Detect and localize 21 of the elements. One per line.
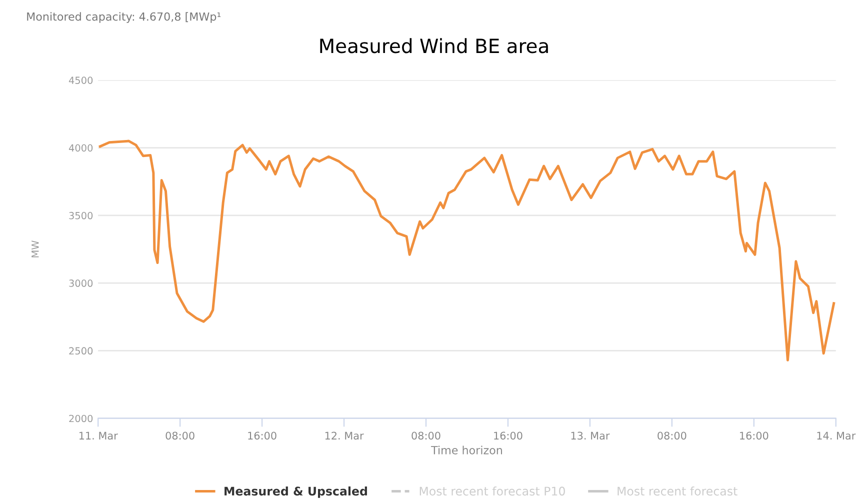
x-tick-label: 16:00 [248,432,276,440]
y-tick-label: 4000 [68,144,93,152]
x-tick-label: 13. Mar [571,432,610,440]
x-tick-label: 08:00 [166,432,194,440]
y-tick-label: 3000 [69,280,93,287]
x-tick-label: 11. Mar [79,432,118,440]
x-tick-label: 16:00 [740,432,768,440]
x-tick-label: 08:00 [658,432,686,440]
chart-subtitle: Monitored capacity: 4.670,8 [MWp¹ [27,12,221,23]
y-tick-label: 4500 [68,76,93,84]
x-tick-label: 12. Mar [325,432,364,440]
y-axis-title: MW [32,240,39,258]
x-tick-label: 16:00 [494,432,522,440]
y-tick-label: 2000 [69,414,93,422]
chart-title: Measured Wind BE area [320,38,548,54]
legend-label: Measured & Upscaled [224,486,367,498]
y-tick-label: 2500 [69,347,93,355]
y-tick-label: 3500 [69,212,93,220]
x-axis-title: Time horizon [431,446,502,454]
x-tick-label: 14. Mar [817,432,856,440]
x-tick-label: 08:00 [412,432,440,440]
